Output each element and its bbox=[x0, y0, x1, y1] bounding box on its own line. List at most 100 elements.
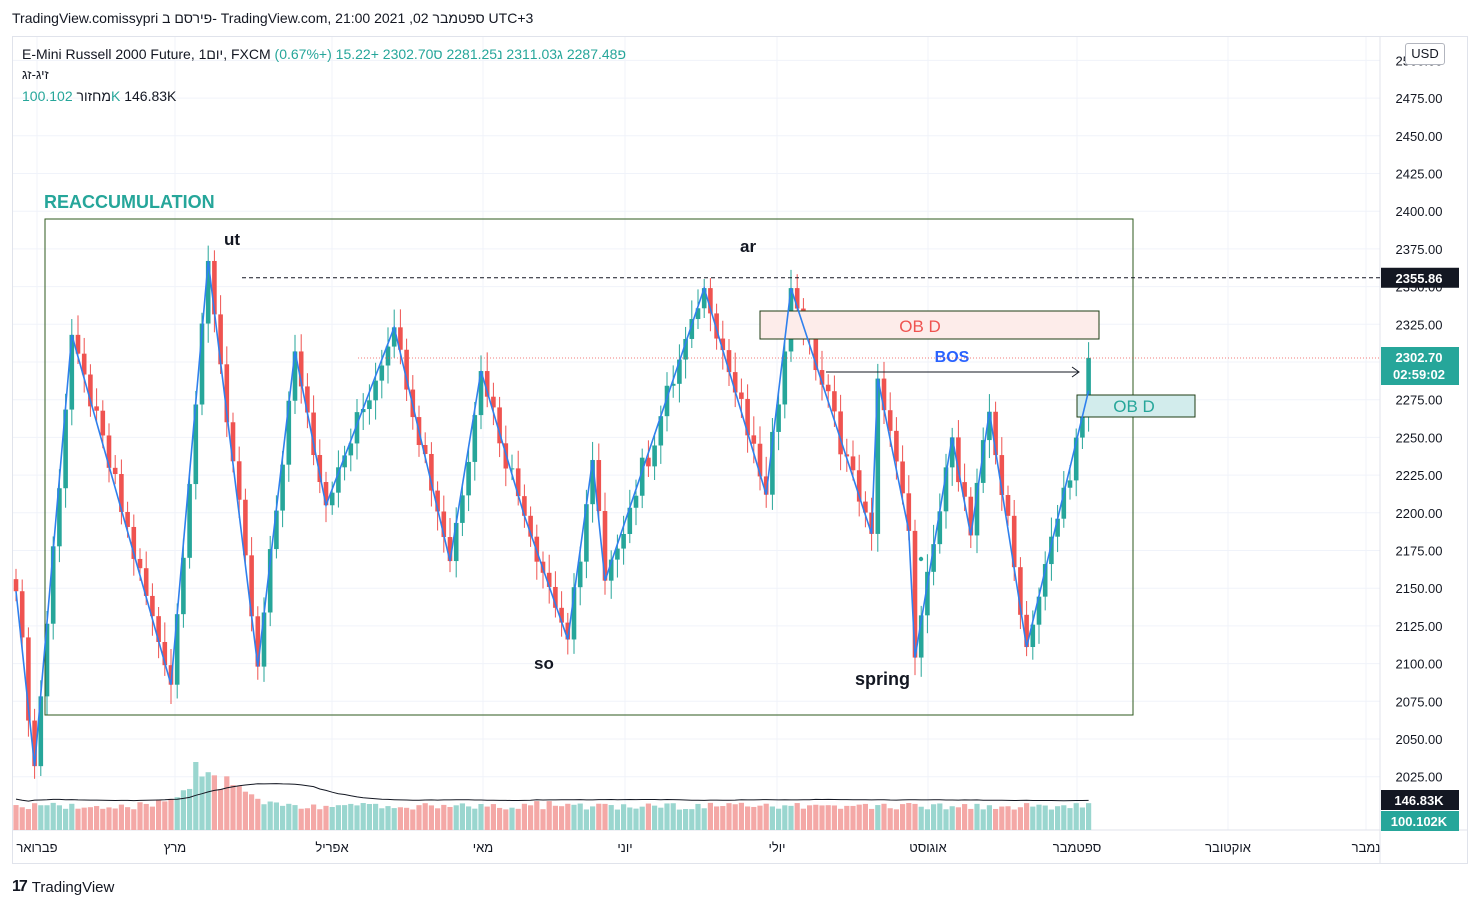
volume-ma-badge-text: 146.83K bbox=[1394, 793, 1444, 808]
volume-bar bbox=[875, 805, 881, 830]
candle-body bbox=[323, 482, 329, 506]
candle-body bbox=[838, 411, 843, 455]
candle-body bbox=[1067, 480, 1073, 488]
y-tick-label: 2275.00 bbox=[1396, 393, 1443, 408]
candle-body bbox=[305, 386, 310, 413]
volume-bar bbox=[776, 808, 782, 830]
y-tick-label: 2425.00 bbox=[1396, 167, 1443, 182]
volume-bar bbox=[788, 805, 794, 830]
y-tick-label: 2175.00 bbox=[1396, 544, 1443, 559]
volume-bar bbox=[416, 805, 422, 830]
volume-bar bbox=[118, 804, 124, 830]
volume-bar bbox=[949, 806, 955, 830]
y-tick-label: 2150.00 bbox=[1396, 581, 1443, 596]
volume-bar bbox=[174, 797, 180, 830]
volume-bar bbox=[509, 807, 515, 830]
candle-body bbox=[825, 384, 831, 392]
volume-ma-badge bbox=[1381, 790, 1459, 810]
volume-bar bbox=[1048, 809, 1054, 830]
volume-bar bbox=[571, 804, 577, 830]
candle-body bbox=[422, 445, 428, 454]
candle-body bbox=[794, 288, 800, 309]
volume-bar bbox=[180, 790, 186, 830]
candle-body bbox=[435, 490, 440, 512]
candle-body bbox=[292, 351, 298, 401]
candle-body bbox=[1061, 487, 1067, 519]
volume-bar bbox=[1017, 807, 1023, 830]
y-tick-label: 2050.00 bbox=[1396, 732, 1443, 747]
volume-bar bbox=[187, 788, 193, 830]
candle-body bbox=[298, 351, 304, 387]
volume-bar bbox=[862, 803, 868, 830]
volume-bar bbox=[478, 804, 484, 830]
x-tick-label: מאי bbox=[473, 840, 493, 855]
volume-bar bbox=[311, 804, 317, 830]
candle-body bbox=[875, 378, 881, 534]
volume-bar bbox=[782, 805, 788, 830]
volume-bar bbox=[112, 808, 118, 830]
candle-body bbox=[732, 372, 738, 393]
volume-last-badge bbox=[1381, 811, 1459, 831]
candle-body bbox=[466, 461, 471, 496]
candle-body bbox=[385, 346, 391, 366]
candle-body bbox=[168, 665, 174, 685]
volume-bar bbox=[100, 808, 106, 830]
volume-bar bbox=[75, 808, 81, 830]
volume-bar bbox=[342, 805, 348, 830]
volume-bar bbox=[614, 809, 620, 830]
ohlc-open: פ2287.48 bbox=[566, 46, 626, 62]
x-tick-label: יוני bbox=[617, 840, 632, 855]
candle-body bbox=[44, 623, 50, 697]
volume-bar bbox=[249, 794, 255, 830]
volume-bar bbox=[714, 806, 720, 830]
tv-logo-icon: 17 bbox=[12, 878, 28, 895]
volume-bar bbox=[664, 803, 670, 830]
volume-bar bbox=[472, 808, 478, 830]
volume-bar bbox=[769, 806, 775, 830]
volume-bar bbox=[856, 804, 862, 830]
volume-bar bbox=[732, 804, 738, 830]
volume-ma-path bbox=[15, 783, 1089, 802]
candle-body bbox=[497, 407, 502, 444]
volume-bar bbox=[608, 805, 614, 830]
volume-bar bbox=[745, 806, 751, 830]
tradingview-logo[interactable]: 17 TradingView bbox=[12, 878, 114, 896]
candle-body bbox=[943, 467, 949, 512]
y-tick-label: 2125.00 bbox=[1396, 619, 1443, 634]
brand-name: TradingView bbox=[31, 878, 115, 896]
x-tick-label: ספטמבר bbox=[1053, 840, 1101, 855]
candle-body bbox=[565, 622, 571, 640]
candle-body bbox=[329, 492, 335, 506]
volume-bar bbox=[757, 805, 763, 830]
volume-bar bbox=[428, 805, 434, 830]
time-axis: פברואר מרץ אפריל מאי יוני יולי אוגוסט ספטמבר אוק… bbox=[16, 840, 1380, 855]
candle-body bbox=[670, 383, 676, 386]
candle-body bbox=[683, 338, 688, 360]
volume-bar bbox=[168, 798, 174, 830]
volume-bar bbox=[974, 803, 980, 830]
volume-bar bbox=[490, 804, 496, 830]
candle-body bbox=[615, 548, 620, 560]
volume-bar bbox=[1042, 805, 1048, 830]
candle-body bbox=[584, 504, 589, 562]
currency-badge[interactable]: USD bbox=[1405, 43, 1445, 65]
volume-bar bbox=[813, 804, 819, 830]
candle-body bbox=[379, 365, 385, 381]
volume-bar bbox=[968, 808, 974, 830]
candle-body bbox=[125, 511, 130, 527]
candle-body bbox=[491, 396, 496, 408]
volume-bar bbox=[590, 806, 596, 830]
volume-bar bbox=[676, 809, 682, 830]
volume-bar bbox=[224, 776, 230, 830]
volume-bar bbox=[515, 808, 521, 830]
symbol-name: E-Mini Russell 2000 Future, 1יום, FXCM bbox=[22, 46, 271, 62]
price-axis: 2500.002475.002450.002425.002400.002375.… bbox=[1381, 53, 1459, 831]
candle-body bbox=[1042, 564, 1048, 597]
candle-body bbox=[770, 431, 775, 495]
candle-body bbox=[398, 327, 403, 350]
volume-bar bbox=[980, 809, 986, 830]
volume-bar bbox=[602, 803, 608, 830]
volume-bar bbox=[13, 805, 19, 830]
candle-body bbox=[212, 260, 217, 315]
